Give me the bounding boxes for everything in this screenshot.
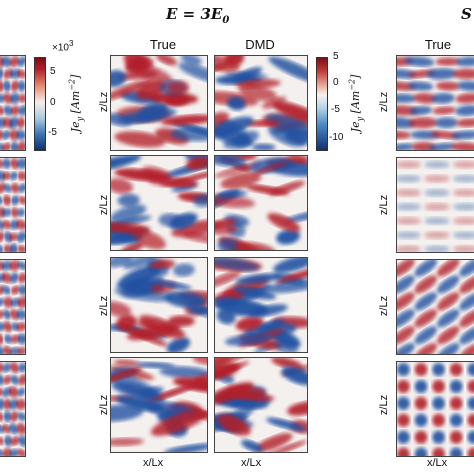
panel-dmd-row-2 xyxy=(214,155,308,251)
zlabel-mid-row-3: z/Lz xyxy=(98,295,110,317)
panel-true-row-1 xyxy=(110,55,208,151)
xlabel-mid-true: x/Lx xyxy=(143,457,164,469)
left-colorbar xyxy=(34,57,46,151)
left-cbar-tick-1: 0 xyxy=(50,97,56,108)
col-header-true: True xyxy=(149,37,177,52)
panel-dmd-row-4 xyxy=(214,357,308,453)
zlabel-right-row-4: z/Lz xyxy=(378,394,390,416)
left-colorbar-exponent: ×103 xyxy=(52,39,74,54)
xlabel-right: x/Lx xyxy=(427,457,448,469)
panel-true-row-3 xyxy=(110,257,208,353)
left-cbar-tick-2: -5 xyxy=(48,127,57,138)
right-cbar-tick-1: 0 xyxy=(333,77,339,88)
panel-left-row-4 xyxy=(0,361,26,457)
right-cbar-tick-0: 5 xyxy=(333,51,339,62)
col-header-right-true: True xyxy=(424,37,452,52)
zlabel-right-row-3: z/Lz xyxy=(378,295,390,317)
panel-left-row-1 xyxy=(0,55,26,151)
panel-true-row-4 xyxy=(110,357,208,453)
col-header-dmd: DMD xyxy=(245,37,275,52)
panel-dmd-row-3 xyxy=(214,257,308,353)
title-sub: 0 xyxy=(222,15,230,26)
zlabel-mid-row-2: z/Lz xyxy=(98,194,110,216)
zlabel-right-row-1: z/Lz xyxy=(378,91,390,113)
right-cbar-tick-2: -5 xyxy=(331,104,340,115)
zlabel-right-row-2: z/Lz xyxy=(378,194,390,216)
panel-left-row-2 xyxy=(0,157,26,253)
left-colorbar-label: Jey [Am−2] xyxy=(67,74,85,133)
panel-true-row-2 xyxy=(110,155,208,251)
panel-right-row-2 xyxy=(396,157,474,253)
zlabel-mid-row-4: z/Lz xyxy=(98,394,110,416)
xlabel-mid-dmd: x/Lx xyxy=(241,457,262,469)
right-title: S xyxy=(461,5,472,23)
title-main: E = 3E xyxy=(166,5,223,23)
right-colorbar-label: Jey [Am−2] xyxy=(347,74,365,133)
panel-right-row-4 xyxy=(396,361,474,457)
right-colorbar xyxy=(316,57,328,151)
panel-dmd-row-1 xyxy=(214,55,308,151)
panel-left-row-3 xyxy=(0,259,26,355)
right-cbar-tick-3: -10 xyxy=(329,132,344,143)
left-cbar-tick-0: 5 xyxy=(50,66,56,77)
figure-title: E = 3E0 xyxy=(166,5,229,26)
panel-right-row-1 xyxy=(396,55,474,151)
zlabel-mid-row-1: z/Lz xyxy=(98,91,110,113)
panel-right-row-3 xyxy=(396,259,474,355)
